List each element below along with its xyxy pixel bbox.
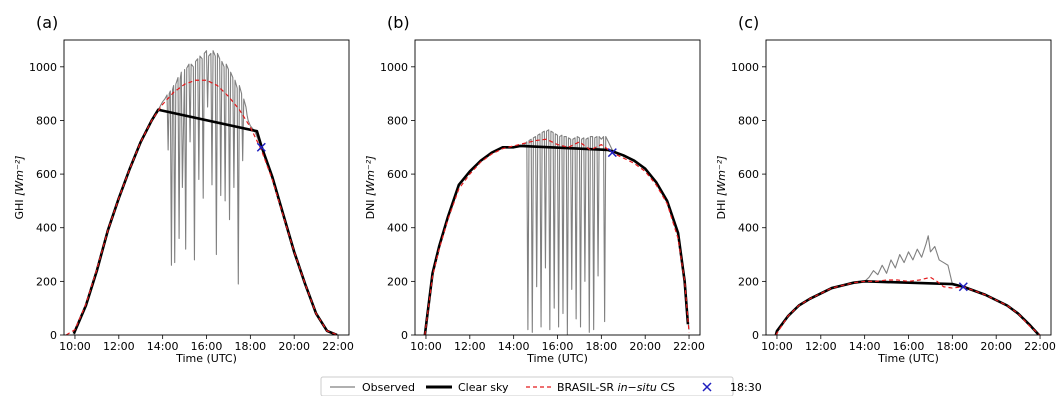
y-tick-label: 800 [36, 114, 57, 127]
x-axis-label: Time (UTC) [175, 352, 237, 365]
x-tick-label: 16:00 [542, 340, 574, 353]
x-tick-label: 18:00 [234, 340, 266, 353]
y-axis-label-unit: [Wm⁻²] [715, 156, 728, 196]
y-tick-label: 600 [36, 168, 57, 181]
x-tick-label: 20:00 [278, 340, 310, 353]
brasil-sr-line [424, 138, 690, 335]
panels: (a) 10:00 12:00 14:00 16:00 18:00 20:00 22:00 0 2… [13, 13, 1056, 365]
x-tick-label: 12:00 [103, 340, 135, 353]
x-tick-label: 12:00 [805, 340, 837, 353]
x-tick-label: 10:00 [59, 340, 91, 353]
y-tick-label: 0 [401, 329, 408, 342]
legend-brasil-sr-label-italic: in−situ [618, 381, 657, 394]
plot-area [423, 129, 690, 335]
legend-brasil-sr-label: BRASIL-SR in−situ CS [557, 381, 675, 394]
panel-label: (a) [36, 13, 58, 32]
x-tick-label: 10:00 [410, 340, 442, 353]
x-tick-label: 10:00 [761, 340, 793, 353]
legend-observed-label: Observed [362, 381, 415, 394]
legend: Observed Clear sky BRASIL-SR in−situ CS … [320, 376, 762, 396]
brasil-sr-line [775, 276, 1041, 335]
y-axis-label: DNI [Wm⁻²] [364, 156, 377, 220]
panel-1: (a) 10:00 12:00 14:00 16:00 18:00 20:00 22:00 0 2… [13, 13, 354, 365]
x-tick-label: 18:00 [585, 340, 617, 353]
y-axis-label-quantity: DNI [364, 196, 377, 219]
legend-clear-sky-label: Clear sky [458, 381, 509, 394]
y-axis-label: DHI [Wm⁻²] [715, 156, 728, 220]
y-tick-label: 1000 [380, 61, 408, 74]
brasil-sr-line [65, 79, 339, 335]
y-tick-label: 1000 [29, 61, 57, 74]
x-tick-label: 14:00 [147, 340, 179, 353]
plot-area [774, 235, 1041, 335]
x-tick-label: 12:00 [454, 340, 486, 353]
y-tick-label: 200 [36, 275, 57, 288]
y-axis-label-quantity: GHI [13, 196, 26, 220]
legend-1830-label: 18:30 [730, 381, 762, 394]
panel-label: (c) [738, 13, 759, 32]
y-tick-label: 400 [387, 222, 408, 235]
panel-3: (c) 10:00 12:00 14:00 16:00 18:00 20:00 22:00 0 2… [715, 13, 1056, 365]
legend-brasil-sr-label-prefix: BRASIL-SR [557, 381, 618, 394]
x-tick-label: 14:00 [498, 340, 530, 353]
y-axis-label-quantity: DHI [715, 196, 728, 219]
legend-brasil-sr-label-suffix: CS [657, 381, 675, 394]
y-tick-label: 800 [387, 114, 408, 127]
y-tick-label: 400 [738, 222, 759, 235]
observed-line [424, 129, 690, 335]
y-tick-label: 200 [738, 275, 759, 288]
observed-line [73, 50, 341, 335]
x-axis-label: Time (UTC) [526, 352, 588, 365]
x-tick-label: 14:00 [849, 340, 881, 353]
x-tick-label: 20:00 [629, 340, 661, 353]
y-tick-label: 600 [738, 168, 759, 181]
marker-1830 [958, 282, 968, 292]
y-axis-label: GHI [Wm⁻²] [13, 156, 26, 220]
x-tick-label: 22:00 [1024, 340, 1056, 353]
x-tick-label: 18:00 [936, 340, 968, 353]
legend-1830-marker [702, 382, 712, 392]
x-tick-label: 16:00 [893, 340, 925, 353]
panel-2: (b) 10:00 12:00 14:00 16:00 18:00 20:00 22:00 0 2… [364, 13, 705, 365]
x-tick-label: 16:00 [191, 340, 223, 353]
x-tick-label: 22:00 [322, 340, 354, 353]
y-tick-label: 0 [752, 329, 759, 342]
y-axis-label-unit: [Wm⁻²] [364, 156, 377, 196]
plot-area [65, 50, 341, 335]
marker-1830 [256, 142, 266, 152]
y-tick-label: 800 [738, 114, 759, 127]
y-tick-label: 600 [387, 168, 408, 181]
panel-label: (b) [387, 13, 410, 32]
y-axis-label-unit: [Wm⁻²] [13, 156, 26, 196]
y-tick-label: 200 [387, 275, 408, 288]
clear-sky-line [423, 144, 690, 335]
x-axis-label: Time (UTC) [877, 352, 939, 365]
y-tick-label: 0 [50, 329, 57, 342]
x-tick-label: 20:00 [980, 340, 1012, 353]
y-tick-label: 400 [36, 222, 57, 235]
marker-1830 [607, 148, 617, 158]
x-tick-label: 22:00 [673, 340, 705, 353]
y-tick-label: 1000 [731, 61, 759, 74]
